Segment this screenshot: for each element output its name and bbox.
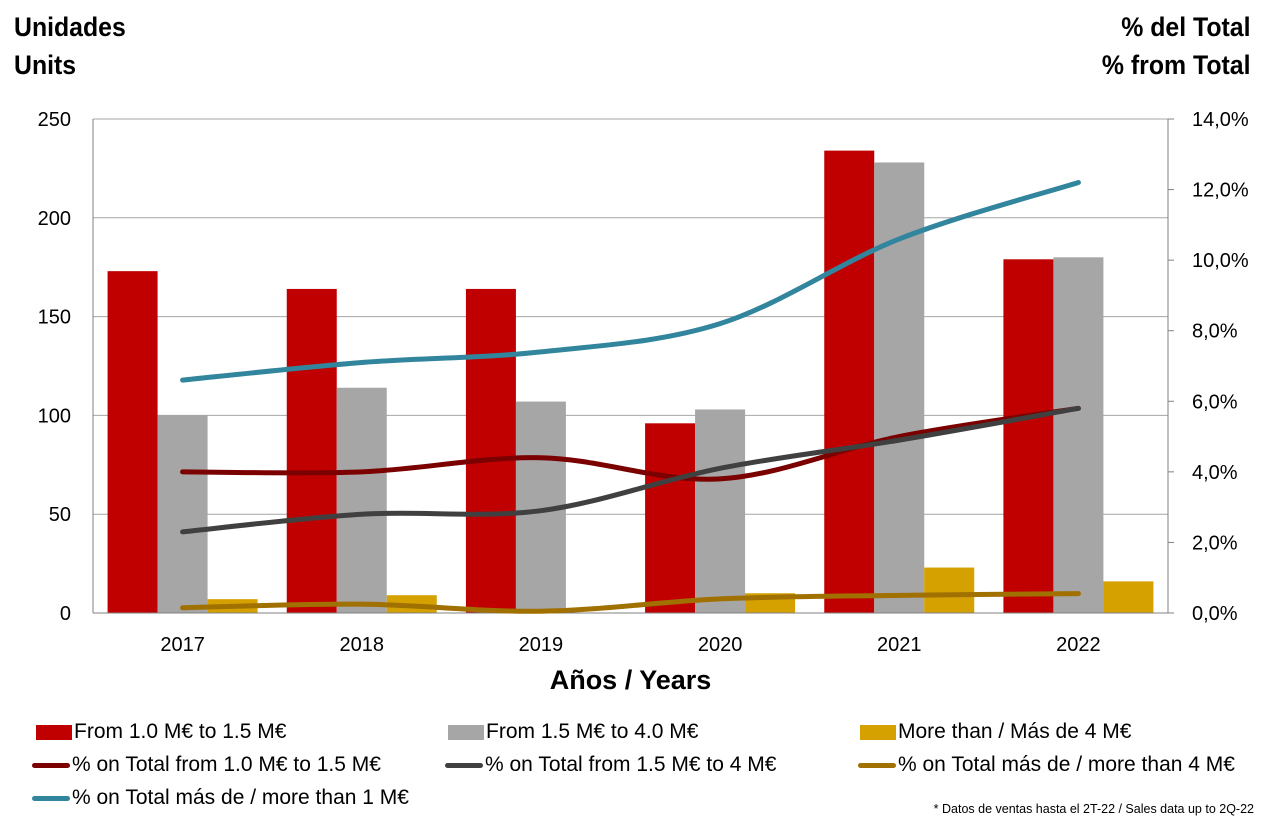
legend-swatch-line-2 (445, 762, 483, 768)
legend-label-bar-2: From 1.5 M€ to 4.0 M€ (486, 720, 699, 743)
line-series-3 (180, 591, 1081, 614)
bar-2-2022 (1053, 257, 1104, 613)
bar-1-2019 (465, 288, 516, 613)
y2-tick-label: 14,0% (1192, 109, 1249, 131)
y-tick-label: 200 (38, 208, 71, 230)
legend-label-line-3: % on Total más de / more than 4 M€ (898, 753, 1235, 776)
y2-tick-label: 2,0% (1192, 532, 1238, 554)
bar-3-2021 (924, 567, 975, 613)
y-tick-label: 50 (49, 504, 71, 526)
legend-label-line-2: % on Total from 1.5 M€ to 4 M€ (485, 753, 777, 776)
bar-1-2020 (645, 423, 696, 613)
left-axis-title-line2: Units (14, 50, 77, 80)
x-axis-title: Años / Years (550, 665, 712, 695)
bar-2-2017 (157, 415, 208, 613)
legend-label-bar-1: From 1.0 M€ to 1.5 M€ (74, 720, 287, 743)
bar-2-2018 (336, 387, 387, 613)
legend-swatch-line-3 (858, 762, 896, 768)
legend-item-bar-3: More than / Más de 4 M€ (860, 719, 1131, 745)
y-tick-label: 0 (60, 603, 71, 625)
x-tick-label: 2021 (877, 634, 922, 656)
legend-item-line-1: % on Total from 1.0 M€ to 1.5 M€ (32, 752, 381, 778)
y2-tick-label: 8,0% (1192, 321, 1238, 343)
y2-tick-label: 0,0% (1192, 603, 1238, 625)
bar-2-2020 (695, 409, 746, 613)
y2-tick-label: 12,0% (1192, 180, 1249, 202)
y2-tick-label: 4,0% (1192, 462, 1238, 484)
right-axis-title-line2: % from Total (1101, 50, 1250, 80)
y-tick-label: 250 (38, 109, 71, 131)
line-series-2 (180, 405, 1081, 535)
y-tick-label: 100 (38, 405, 71, 427)
right-axis-title: % del Total % from Total (1101, 8, 1250, 84)
legend-swatch-line-1 (32, 762, 70, 768)
legend-swatch-bar-1 (36, 724, 72, 740)
legend-label-line-4: % on Total más de / more than 1 M€ (72, 786, 409, 809)
legend-label-bar-3: More than / Más de 4 M€ (898, 720, 1132, 743)
line-series-4 (180, 180, 1081, 383)
line-series-1 (180, 405, 1081, 482)
left-axis-title: Unidades Units (14, 8, 126, 84)
left-axis-title-line1: Unidades (14, 12, 126, 42)
x-tick-label: 2018 (340, 634, 385, 656)
bar-1-2022 (1003, 259, 1054, 613)
legend-item-line-3: % on Total más de / more than 4 M€ (858, 752, 1235, 778)
bar-1-2017 (107, 271, 158, 613)
legend-swatch-bar-2 (448, 724, 484, 740)
bar-3-2022 (1103, 581, 1154, 613)
legend-swatch-line-4 (32, 795, 70, 801)
chart-canvas: 0 50 100 150 200 250 0,0% 2,0% 4,0% 6,0% 8,0% 10,0%… (38, 109, 1249, 695)
bar-1-2021 (824, 150, 875, 613)
x-tick-label: 2017 (160, 634, 205, 656)
y-tick-label: 150 (38, 307, 71, 329)
x-tick-label: 2019 (519, 634, 564, 656)
legend-swatch-bar-3 (860, 724, 896, 740)
y2-tick-label: 10,0% (1192, 250, 1249, 272)
y2-tick-label: 6,0% (1192, 391, 1238, 413)
x-tick-label: 2020 (698, 634, 743, 656)
legend-label-line-1: % on Total from 1.0 M€ to 1.5 M€ (72, 753, 381, 776)
legend-item-line-4: % on Total más de / more than 1 M€ (32, 785, 409, 811)
legend-item-bar-2: From 1.5 M€ to 4.0 M€ (448, 719, 698, 745)
footnote: * Datos de ventas hasta el 2T-22 / Sales… (933, 802, 1254, 816)
legend-item-bar-1: From 1.0 M€ to 1.5 M€ (36, 719, 286, 745)
bar-1-2018 (286, 288, 337, 613)
x-tick-label: 2022 (1056, 634, 1101, 656)
right-axis-title-line1: % del Total (1120, 12, 1250, 42)
legend-item-line-2: % on Total from 1.5 M€ to 4 M€ (445, 752, 776, 778)
